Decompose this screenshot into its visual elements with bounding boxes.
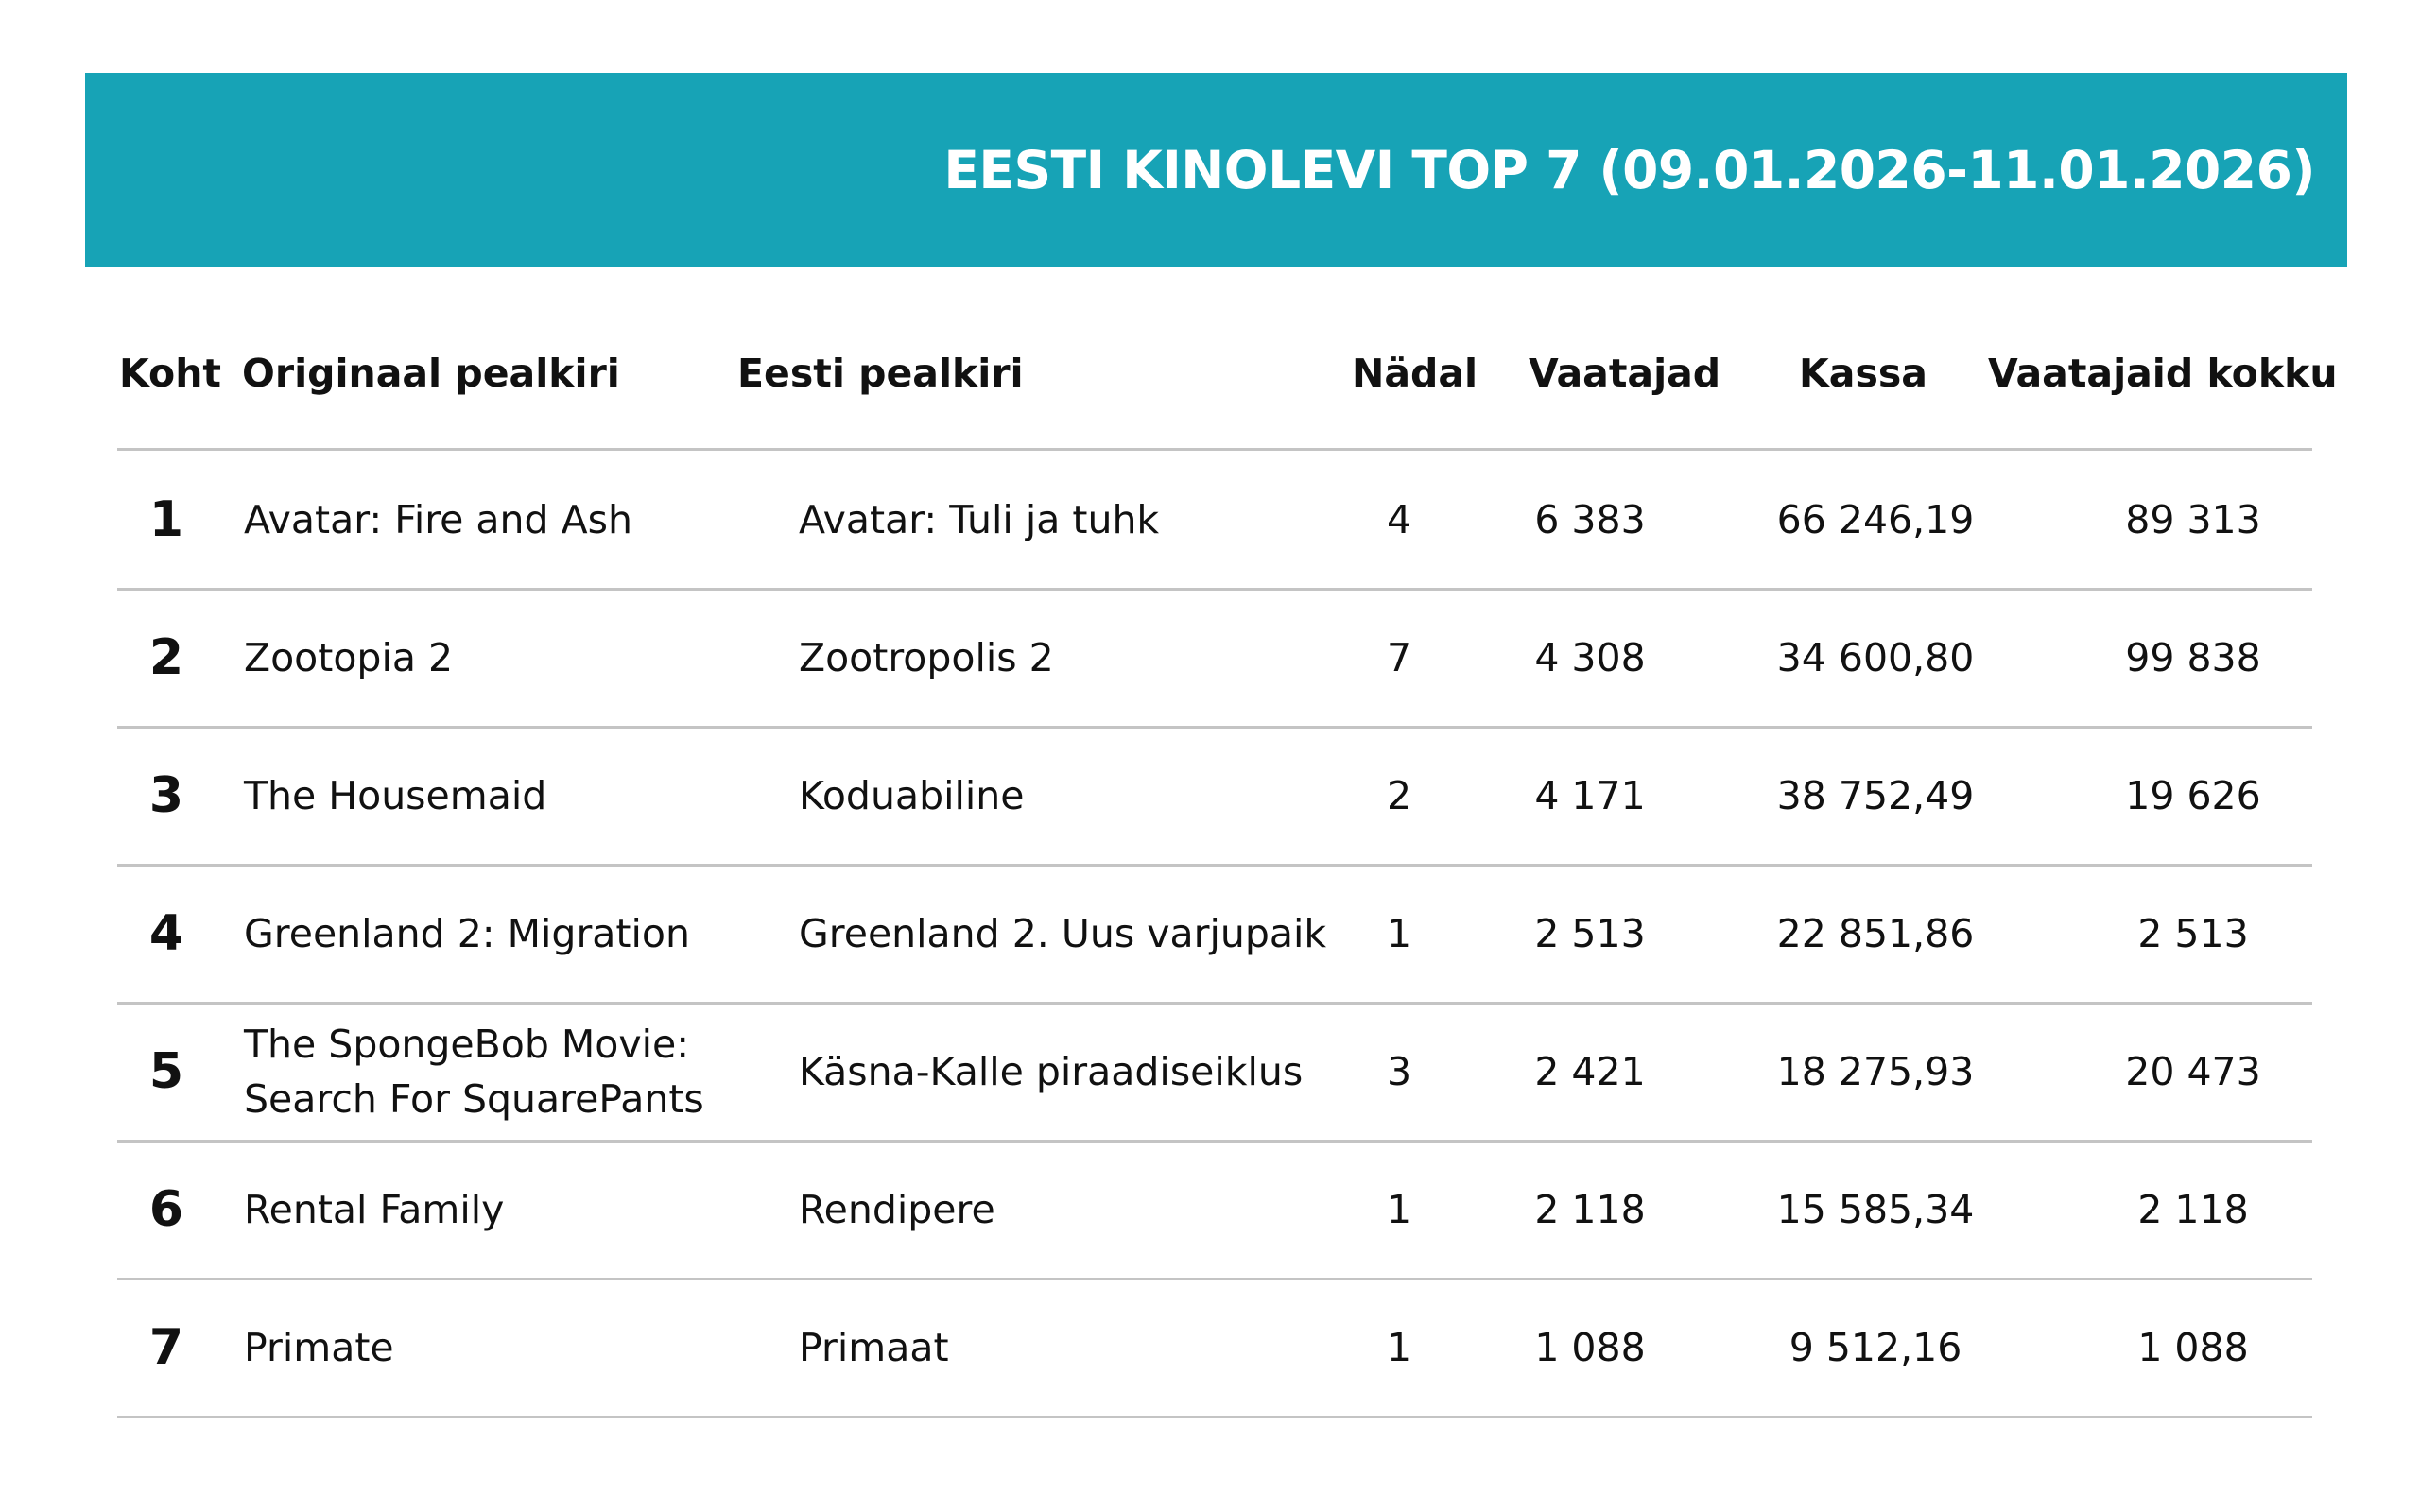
header-total-viewers: Vaatajaid kokku <box>1988 351 2338 396</box>
week-cell: 1 <box>1386 1325 1412 1370</box>
estonian-title-cell: Primaat <box>799 1325 949 1370</box>
viewers-cell: 2 513 <box>1534 911 1646 956</box>
week-cell: 1 <box>1386 1187 1412 1232</box>
row-divider <box>117 1278 2312 1280</box>
row-divider <box>117 1002 2312 1005</box>
page-title: EESTI KINOLEVI TOP 7 (09.01.2026-11.01.2… <box>943 140 2315 200</box>
boxoffice-cell: 38 752,49 <box>1776 773 1975 818</box>
estonian-title-cell: Zootropolis 2 <box>799 635 1054 680</box>
total-viewers-cell: 20 473 <box>2125 1049 2261 1094</box>
estonian-title-cell: Koduabiline <box>799 773 1025 818</box>
viewers-cell: 4 171 <box>1534 773 1646 818</box>
table-row: 1 Avatar: Fire and Ash Avatar: Tuli ja tuh… <box>0 451 2420 589</box>
table-row: 3 The Housemaid Koduabiline 2 4 171 38 752,49… <box>0 727 2420 865</box>
viewers-cell: 4 308 <box>1534 635 1646 680</box>
original-title-cell: Avatar: Fire and Ash <box>244 497 632 542</box>
week-cell: 7 <box>1386 635 1412 680</box>
row-divider <box>117 864 2312 867</box>
week-cell: 2 <box>1386 773 1412 818</box>
total-viewers-cell: 2 513 <box>2137 911 2249 956</box>
boxoffice-cell: 34 600,80 <box>1776 635 1975 680</box>
week-cell: 4 <box>1386 497 1412 542</box>
original-title-cell: Search For SquarePants <box>244 1076 704 1122</box>
viewers-cell: 6 383 <box>1534 497 1646 542</box>
rank-cell: 4 <box>148 905 184 962</box>
header-divider <box>117 448 2312 451</box>
boxoffice-cell: 66 246,19 <box>1776 497 1975 542</box>
original-title-cell: Rental Family <box>244 1187 505 1232</box>
rank-cell: 1 <box>148 491 184 548</box>
boxoffice-cell: 9 512,16 <box>1789 1325 1962 1370</box>
row-divider <box>117 1140 2312 1143</box>
boxoffice-cell: 22 851,86 <box>1776 911 1975 956</box>
table-row: 2 Zootopia 2 Zootropolis 2 7 4 308 34 600,80 9… <box>0 589 2420 727</box>
rank-cell: 6 <box>148 1181 184 1238</box>
table-row: 6 Rental Family Rendipere 1 2 118 15 585,34 2 … <box>0 1141 2420 1279</box>
header-original-title: Originaal pealkiri <box>242 351 620 396</box>
total-viewers-cell: 89 313 <box>2125 497 2261 542</box>
boxoffice-cell: 15 585,34 <box>1776 1187 1975 1232</box>
table-row: 4 Greenland 2: Migration Greenland 2. Uus … <box>0 865 2420 1003</box>
title-banner: EESTI KINOLEVI TOP 7 (09.01.2026-11.01.2… <box>85 73 2347 267</box>
rank-cell: 3 <box>148 767 184 824</box>
original-title-cell: Greenland 2: Migration <box>244 911 690 956</box>
header-viewers: Vaatajad <box>1529 351 1721 396</box>
week-cell: 1 <box>1386 911 1412 956</box>
viewers-cell: 2 421 <box>1534 1049 1646 1094</box>
table-row: 5 The SpongeBob Movie: Search For SquarePa… <box>0 1003 2420 1141</box>
boxoffice-cell: 18 275,93 <box>1776 1049 1975 1094</box>
viewers-cell: 2 118 <box>1534 1187 1646 1232</box>
rank-cell: 2 <box>148 629 184 686</box>
total-viewers-cell: 2 118 <box>2137 1187 2249 1232</box>
rank-cell: 5 <box>148 1043 184 1100</box>
week-cell: 3 <box>1386 1049 1412 1094</box>
row-divider <box>117 726 2312 729</box>
viewers-cell: 1 088 <box>1534 1325 1646 1370</box>
header-rank: Koht <box>119 351 222 396</box>
estonian-title-cell: Käsna-Kalle piraadiseiklus <box>799 1049 1304 1094</box>
total-viewers-cell: 19 626 <box>2125 773 2261 818</box>
total-viewers-cell: 99 838 <box>2125 635 2261 680</box>
row-divider <box>117 1416 2312 1418</box>
header-boxoffice: Kassa <box>1799 351 1927 396</box>
estonian-title-cell: Greenland 2. Uus varjupaik <box>799 911 1327 956</box>
total-viewers-cell: 1 088 <box>2137 1325 2249 1370</box>
estonian-title-cell: Avatar: Tuli ja tuhk <box>799 497 1160 542</box>
original-title-cell: The SpongeBob Movie: <box>244 1022 690 1067</box>
table-row: 7 Primate Primaat 1 1 088 9 512,16 1 088 <box>0 1279 2420 1417</box>
row-divider <box>117 588 2312 591</box>
header-week: Nädal <box>1352 351 1478 396</box>
rank-cell: 7 <box>148 1319 184 1376</box>
original-title-cell: Zootopia 2 <box>244 635 454 680</box>
original-title-cell: Primate <box>244 1325 394 1370</box>
estonian-title-cell: Rendipere <box>799 1187 995 1232</box>
header-estonian-title: Eesti pealkiri <box>737 351 1024 396</box>
original-title-cell: The Housemaid <box>244 773 547 818</box>
